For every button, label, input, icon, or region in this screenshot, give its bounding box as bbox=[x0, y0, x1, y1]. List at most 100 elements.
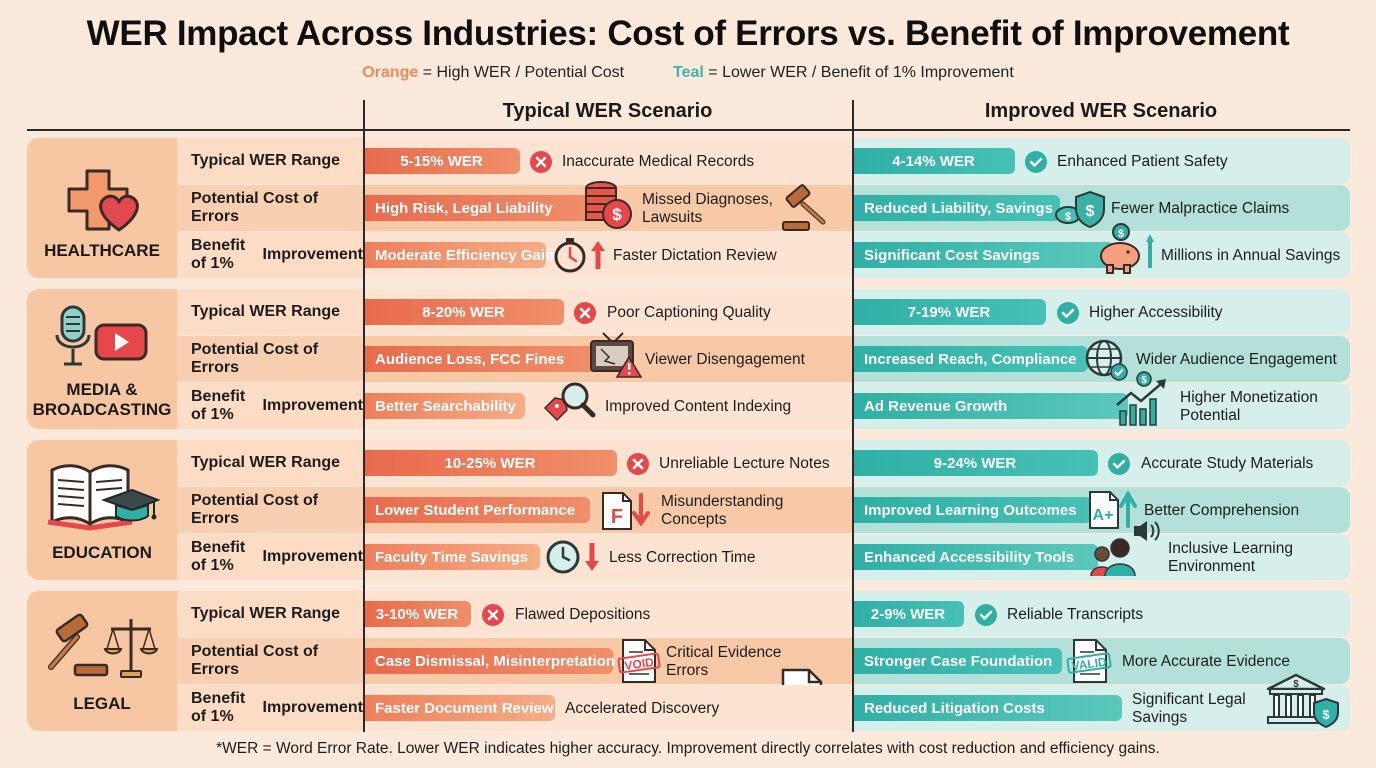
improved-cell: Enhanced Accessibility Tools Inclusive L… bbox=[852, 534, 1350, 580]
row-benefit: Benefit of 1% Improvement Faster Document… bbox=[177, 685, 1350, 731]
improved-note: Wider Audience Engagement bbox=[1136, 351, 1337, 369]
medical-cross-heart-icon bbox=[27, 166, 177, 236]
money-coins-icon: $ bbox=[581, 178, 635, 237]
improved-note: Millions in Annual Savings bbox=[1161, 247, 1340, 265]
improved-note: Better Comprehension bbox=[1144, 502, 1299, 520]
row-label-line-2: Improvement bbox=[263, 699, 363, 717]
row-label-line-1: Benefit of 1% bbox=[191, 388, 263, 424]
x-mark-icon bbox=[573, 301, 597, 330]
section-label-panel: HEALTHCARE bbox=[27, 138, 177, 278]
svg-text:$: $ bbox=[1322, 707, 1330, 722]
improved-wer-bar: 2-9% WER bbox=[852, 601, 964, 627]
row-benefit: Benefit of 1% Improvement Moderate Effici… bbox=[177, 232, 1350, 278]
svg-text:F: F bbox=[611, 506, 623, 528]
improved-cell: 7-19% WER Higher Accessibility bbox=[852, 289, 1350, 335]
row-label: Benefit of 1% Improvement bbox=[177, 685, 363, 731]
book-graduation-cap-icon bbox=[27, 460, 177, 532]
row-label-line-2: Improvement bbox=[263, 246, 363, 264]
typical-cell: 10-25% WER Unreliable Lecture Notes bbox=[363, 440, 852, 486]
svg-text:$: $ bbox=[1141, 375, 1147, 386]
legend-teal-key: Teal bbox=[673, 64, 704, 81]
x-mark-icon bbox=[529, 150, 553, 179]
row-label: Potential Cost of Errors bbox=[177, 487, 363, 533]
row-label-line-1: Benefit of 1% bbox=[191, 690, 263, 726]
typical-benefit-bar: Better Searchability bbox=[363, 393, 525, 419]
typical-note: Critical Evidence Errors bbox=[666, 644, 781, 680]
row-label-line-2: Improvement bbox=[263, 548, 363, 566]
improved-note: Significant Legal Savings bbox=[1132, 691, 1246, 727]
improved-cell: Ad Revenue Growth $ Higher Monetization P… bbox=[852, 383, 1350, 429]
typical-cost-bar: High Risk, Legal Liability bbox=[363, 195, 595, 221]
typical-wer-bar: 5-15% WER bbox=[363, 148, 520, 174]
broken-tv-warning-icon bbox=[589, 331, 643, 386]
row-label-line-2: Improvement bbox=[263, 397, 363, 415]
failing-grade-icon: F bbox=[601, 491, 653, 536]
microphone-play-icon bbox=[27, 301, 177, 371]
svg-text:$: $ bbox=[612, 205, 622, 224]
typical-note: Viewer Disengagement bbox=[645, 351, 805, 369]
improved-cost-bar: Reduced Liability, Savings bbox=[852, 195, 1060, 221]
typical-cell: Case Dismissal, Misinterpretation VOID C… bbox=[363, 638, 852, 684]
typical-note-line-1: Missed Diagnoses, bbox=[642, 191, 773, 208]
typical-note: Improved Content Indexing bbox=[605, 398, 791, 416]
row-cost: Potential Cost of Errors High Risk, Lega… bbox=[177, 185, 1350, 231]
improved-wer-bar: 7-19% WER bbox=[852, 299, 1046, 325]
typical-note-line-1: Misunderstanding bbox=[661, 493, 783, 510]
typical-cell: Audience Loss, FCC Fines Viewer Disengag… bbox=[363, 336, 852, 382]
typical-note: Unreliable Lecture Notes bbox=[659, 455, 830, 473]
improved-note: Accurate Study Materials bbox=[1141, 455, 1313, 473]
improved-note: Inclusive Learning Environment bbox=[1168, 540, 1293, 576]
section-name-line-1: MEDIA & bbox=[66, 380, 137, 399]
row-label: Typical WER Range bbox=[177, 440, 363, 486]
typical-wer-bar: 3-10% WER bbox=[363, 601, 471, 627]
section-name: LEGAL bbox=[27, 694, 177, 714]
header-divider bbox=[27, 129, 1350, 131]
row-label: Benefit of 1% Improvement bbox=[177, 383, 363, 429]
row-label-line-1: Benefit of 1% bbox=[191, 237, 263, 273]
row-benefit: Benefit of 1% Improvement Better Searchab… bbox=[177, 383, 1350, 429]
section-label-panel: EDUCATION bbox=[27, 440, 177, 580]
improved-cost-bar: Increased Reach, Compliance bbox=[852, 346, 1088, 372]
improved-cost-bar: Improved Learning Outcomes bbox=[852, 497, 1092, 523]
typical-note: Accelerated Discovery bbox=[565, 700, 719, 718]
typical-note: Inaccurate Medical Records bbox=[562, 153, 754, 171]
legend: Orange = High WER / Potential Cost Teal … bbox=[0, 64, 1376, 82]
bank-shield-icon: $ $ bbox=[1264, 671, 1342, 734]
improved-benefit-bar: Ad Revenue Growth bbox=[852, 393, 1128, 419]
column-divider-typical bbox=[363, 100, 365, 732]
improved-note-line-1: Significant Legal bbox=[1132, 691, 1246, 708]
section-name-line-2: BROADCASTING bbox=[33, 400, 172, 419]
typical-note: Misunderstanding Concepts bbox=[661, 493, 783, 529]
valid-document-icon: VALID bbox=[1066, 638, 1114, 689]
arrow-up-icon bbox=[590, 240, 606, 275]
gavel-icon bbox=[779, 184, 831, 239]
typical-benefit-bar: Moderate Efficiency Gain bbox=[363, 242, 546, 268]
typical-cost-bar: Audience Loss, FCC Fines bbox=[363, 346, 599, 372]
typical-note: Faster Dictation Review bbox=[613, 247, 777, 265]
improved-cost-bar: Stronger Case Foundation bbox=[852, 648, 1062, 674]
section-name: MEDIA & BROADCASTING bbox=[27, 380, 177, 420]
typical-wer-bar: 10-25% WER bbox=[363, 450, 617, 476]
typical-cost-bar: Lower Student Performance bbox=[363, 497, 590, 523]
row-wer-range: Typical WER Range 10-25% WER Unreliable … bbox=[177, 440, 1350, 486]
typical-cell: Faculty Time Savings Less Correction Tim… bbox=[363, 534, 852, 580]
void-document-icon: VOID bbox=[617, 638, 661, 689]
improved-note-line-2: Savings bbox=[1132, 709, 1187, 726]
column-header-typical: Typical WER Scenario bbox=[363, 100, 852, 123]
typical-note: Less Correction Time bbox=[609, 549, 755, 567]
section-label-panel: MEDIA & BROADCASTING bbox=[27, 289, 177, 429]
x-mark-icon bbox=[626, 452, 650, 481]
row-label: Benefit of 1% Improvement bbox=[177, 534, 363, 580]
row-cost: Potential Cost of Errors Case Dismissal,… bbox=[177, 638, 1350, 684]
svg-text:$: $ bbox=[1065, 211, 1071, 223]
improved-cell: 9-24% WER Accurate Study Materials bbox=[852, 440, 1350, 486]
section-healthcare: HEALTHCARE Typical WER Range 5-15% WER I… bbox=[27, 138, 1350, 278]
section-legal: LEGAL Typical WER Range 3-10% WER Flawed… bbox=[27, 591, 1350, 731]
row-label: Potential Cost of Errors bbox=[177, 638, 363, 684]
typical-cell: Better Searchability Improved Content In… bbox=[363, 383, 852, 429]
row-label: Benefit of 1% Improvement bbox=[177, 232, 363, 278]
typical-wer-bar: 8-20% WER bbox=[363, 299, 564, 325]
typical-cost-bar: Case Dismissal, Misinterpretation bbox=[363, 648, 613, 674]
arrow-down-icon bbox=[584, 542, 600, 577]
magnifier-tag-icon bbox=[541, 380, 597, 433]
